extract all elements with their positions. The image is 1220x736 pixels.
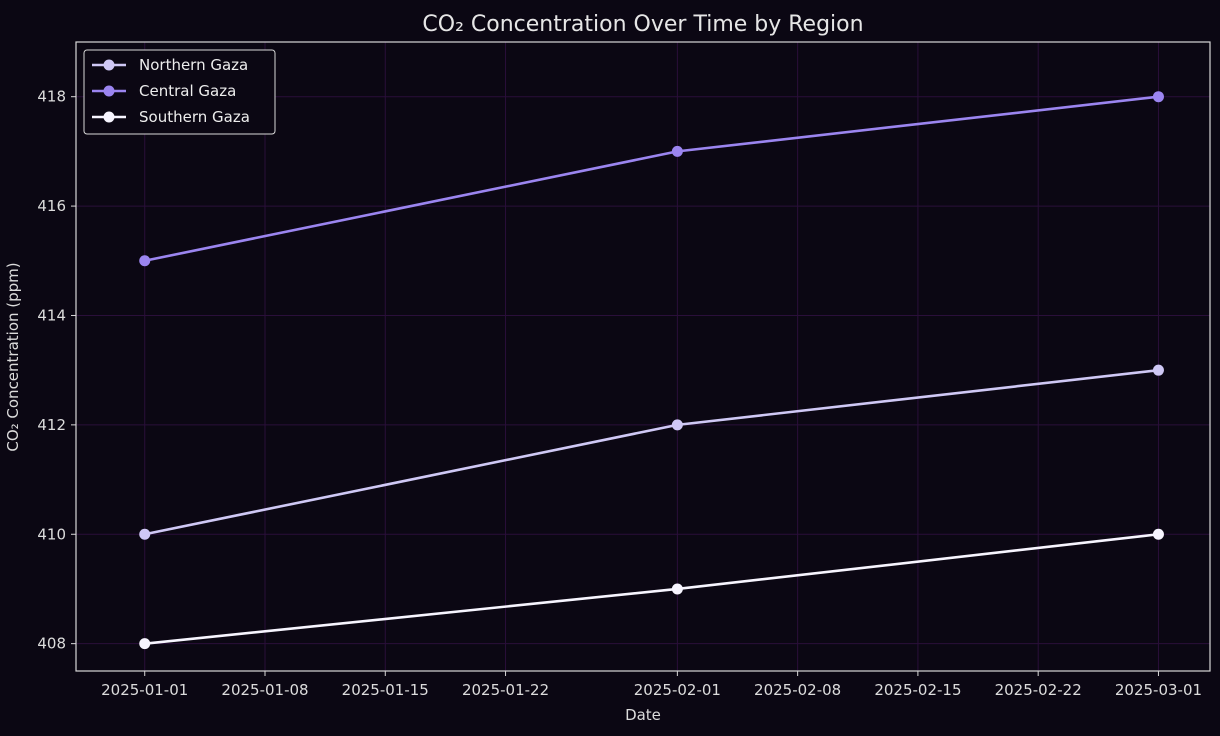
legend-marker-swatch (103, 85, 115, 97)
data-point (139, 255, 151, 267)
data-point (671, 145, 683, 157)
data-point (139, 528, 151, 540)
legend-item: Central Gaza (92, 82, 236, 100)
series-lines (139, 91, 1164, 650)
y-tick-label: 408 (37, 635, 66, 653)
legend-label: Central Gaza (139, 82, 236, 100)
series-line (144, 532, 1159, 645)
x-axis-label: Date (625, 706, 661, 724)
chart-title: CO₂ Concentration Over Time by Region (422, 12, 863, 37)
y-tick-label: 416 (37, 197, 66, 215)
x-tick-label: 2025-01-22 (462, 681, 549, 699)
legend-marker-swatch (103, 111, 115, 123)
x-tick-label: 2025-02-15 (874, 681, 961, 699)
x-tick-label: 2025-01-15 (342, 681, 429, 699)
y-axis-label: CO₂ Concentration (ppm) (4, 262, 22, 451)
legend-items: Northern Gaza Central Gaza Southern Gaza (92, 56, 250, 126)
x-tick-label: 2025-02-08 (754, 681, 841, 699)
data-point (671, 419, 683, 431)
y-tick-label: 412 (37, 416, 66, 434)
legend-item: Southern Gaza (92, 108, 250, 126)
legend-item: Northern Gaza (92, 56, 248, 74)
series-southern-gaza (139, 528, 1164, 650)
data-point (1152, 528, 1164, 540)
series-central-gaza (139, 91, 1164, 267)
data-point (1152, 364, 1164, 376)
legend-label: Southern Gaza (139, 108, 250, 126)
data-point (1152, 91, 1164, 103)
y-tick-label: 410 (37, 525, 66, 543)
x-tick-label: 2025-03-01 (1115, 681, 1202, 699)
grid (76, 42, 1210, 671)
data-point (671, 583, 683, 595)
x-tick-label: 2025-01-01 (101, 681, 188, 699)
x-tick-label: 2025-02-01 (634, 681, 721, 699)
x-tick-label: 2025-02-22 (995, 681, 1082, 699)
series-northern-gaza (139, 364, 1164, 540)
series-line (144, 368, 1159, 536)
y-tick-label: 418 (37, 88, 66, 106)
legend-marker-swatch (103, 59, 115, 71)
plot-area-frame (75, 41, 1211, 672)
series-line (144, 95, 1159, 263)
data-point (139, 638, 151, 650)
legend-box (83, 49, 276, 135)
x-tick-label: 2025-01-08 (221, 681, 308, 699)
y-tick-label: 414 (37, 306, 66, 324)
legend-label: Northern Gaza (139, 56, 248, 74)
legend: Northern Gaza Central Gaza Southern Gaza (83, 49, 276, 135)
axis-ticks: 2025-01-01 2025-01-08 2025-01-15 2025-01-22… (37, 88, 1202, 699)
